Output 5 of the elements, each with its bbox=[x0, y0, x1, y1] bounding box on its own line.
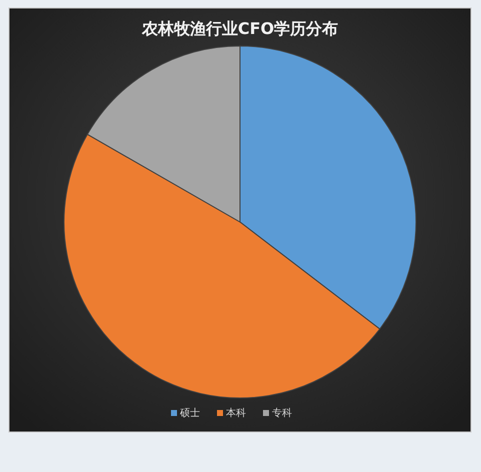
legend: 硕士 本科 专科 bbox=[171, 408, 292, 419]
legend-label: 专科 bbox=[272, 407, 292, 419]
legend-label: 硕士 bbox=[179, 407, 200, 419]
chart-title: 农林牧渔行业CFO学历分布 bbox=[140, 19, 338, 38]
slice-label: 本科 bbox=[226, 407, 246, 419]
